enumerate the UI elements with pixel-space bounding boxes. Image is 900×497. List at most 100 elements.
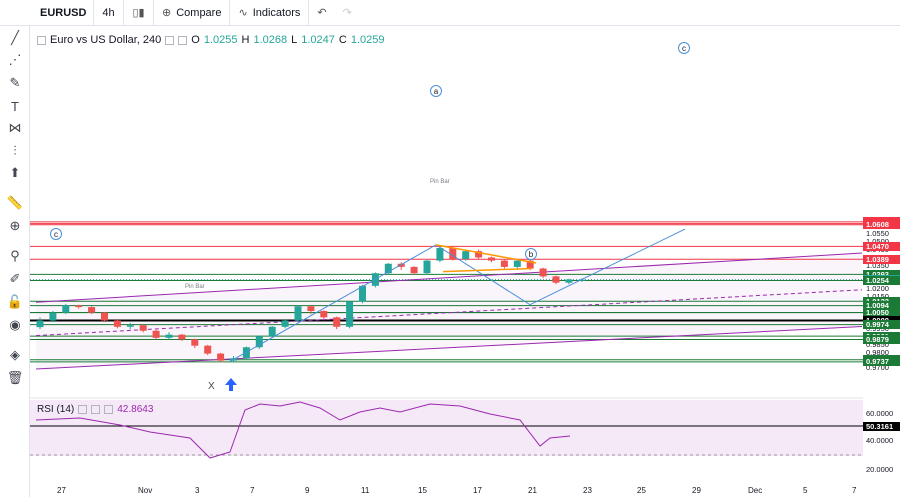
rsi-line	[35, 401, 571, 459]
price-tag: 1.0050	[863, 308, 900, 318]
candle-body	[500, 260, 508, 267]
candle-body	[539, 268, 547, 277]
interval-button[interactable]: 4h	[94, 0, 124, 26]
rsi-close-icon[interactable]	[104, 405, 114, 414]
pencil-lock-icon[interactable]: ✐	[9, 271, 21, 286]
symbol-label: EURUSD	[40, 6, 87, 19]
label-c-circle	[50, 228, 62, 240]
chart-type-button[interactable]: ▯▮	[124, 0, 154, 26]
candle-body	[410, 266, 418, 274]
price-label: 0.9800	[866, 347, 889, 357]
compare-button[interactable]: ⊕ Compare	[154, 0, 231, 26]
close-value: 1.0259	[350, 34, 385, 46]
layers-icon[interactable]: ◈	[10, 347, 20, 362]
chart-area[interactable]: a b c c X Pin Bar Pin Bar	[30, 27, 900, 497]
legend-settings-icon[interactable]	[165, 35, 175, 45]
price-tag: 1.0293	[863, 269, 900, 279]
price-tag: 0.9737	[863, 357, 900, 367]
candle-body	[513, 260, 521, 267]
candle-body	[333, 317, 341, 327]
undo-icon: ↶	[317, 7, 327, 19]
eye-icon[interactable]: ◉	[9, 317, 21, 332]
indicators-label: Indicators	[252, 6, 301, 19]
prediction-icon[interactable]: ⫶	[13, 143, 17, 158]
price-label: 0.9700	[866, 363, 889, 373]
trend-line-icon[interactable]: ╱	[11, 30, 19, 45]
price-scale[interactable]: 1.05501.05001.04501.04001.03501.02001.01…	[863, 27, 900, 497]
time-label: Dec	[748, 486, 763, 495]
legend-hide-icon[interactable]	[178, 35, 188, 45]
candle-body	[88, 307, 96, 313]
rsi-band	[30, 400, 863, 456]
candle-body	[397, 263, 405, 267]
time-label: 29	[692, 486, 701, 495]
candle-body	[75, 305, 83, 308]
rsi-toggle-icon[interactable]	[78, 405, 88, 414]
rsi-scale-label: 20.0000	[866, 465, 894, 474]
pattern-icon[interactable]: ⋈	[8, 120, 22, 135]
candle-body	[526, 260, 534, 269]
pin-bar-label-2: Pin Bar	[185, 284, 205, 290]
arrow-up-icon[interactable]: ⬆	[9, 165, 21, 180]
zoom-icon[interactable]: ⊕	[9, 218, 21, 233]
time-label: 27	[57, 486, 66, 495]
rsi-label: RSI (14)	[37, 404, 75, 415]
candle-body	[552, 276, 560, 283]
fib-icon[interactable]: ⋰	[8, 52, 22, 67]
legend-toggle-icon[interactable]	[37, 35, 46, 45]
chart-canvas[interactable]: a b c c X Pin Bar Pin Bar	[30, 27, 863, 485]
candle-body	[191, 339, 199, 346]
candle-body	[49, 312, 57, 321]
candle-body	[36, 320, 44, 328]
candle-body	[423, 260, 431, 274]
candle-body	[320, 311, 328, 318]
candle-body	[268, 326, 276, 337]
label-x: X	[208, 381, 215, 392]
time-label: 15	[418, 486, 427, 495]
indicators-icon: ∿	[238, 7, 248, 19]
label-c-top-circle	[678, 42, 690, 54]
symbol-search[interactable]: EURUSD	[0, 0, 94, 26]
candle-body	[384, 263, 392, 274]
price-tag: 1.0470	[863, 241, 900, 251]
candle-body	[488, 257, 495, 261]
symbol-legend: Euro vs US Dollar, 240 O 1.0255 H 1.0268 L…	[37, 34, 385, 46]
trash-icon[interactable]: 🗑	[6, 370, 24, 385]
time-label: 7	[250, 486, 255, 495]
rsi-scale-label: 40.0000	[866, 436, 894, 445]
ruler-icon[interactable]: 📏	[6, 195, 24, 210]
candle-body	[242, 347, 250, 359]
redo-button[interactable]: ↷	[335, 0, 360, 26]
label-c: c	[54, 230, 58, 239]
indicators-button[interactable]: ∿ Indicators	[230, 0, 310, 26]
time-scale[interactable]: 27 Nov 3 7 9 11 15 17 21 23 25 29 Dec 5 7	[30, 485, 863, 497]
candle-body	[101, 312, 108, 321]
price-label: 1.0350	[866, 260, 889, 270]
brush-icon[interactable]: ✎	[9, 75, 21, 90]
channel-upper-line	[35, 252, 863, 303]
time-label: 9	[305, 486, 310, 495]
lock-icon[interactable]: 🔓	[6, 294, 24, 309]
time-label: 11	[361, 486, 370, 495]
candle-body	[346, 301, 354, 327]
rsi-scale-label: 60.0000	[866, 409, 894, 418]
label-a-circle	[430, 85, 442, 97]
candle-body	[217, 353, 225, 361]
channel-mid-line	[35, 289, 863, 337]
magnet-icon[interactable]: ⚲	[10, 248, 20, 263]
redo-icon: ↷	[342, 7, 352, 19]
rsi-settings-icon[interactable]	[91, 405, 101, 414]
candle-body	[139, 325, 147, 331]
candle-body	[307, 306, 315, 312]
text-icon[interactable]: T	[11, 98, 19, 114]
candle-body	[165, 334, 173, 338]
time-label: Nov	[138, 486, 153, 495]
undo-button[interactable]: ↶	[309, 0, 334, 26]
channel-fill	[36, 253, 862, 370]
time-label: 25	[637, 486, 646, 495]
candle-body	[294, 306, 302, 321]
price-tag: 1.0608	[863, 220, 900, 230]
time-label: 17	[473, 486, 482, 495]
open-value: 1.0255	[203, 34, 238, 46]
